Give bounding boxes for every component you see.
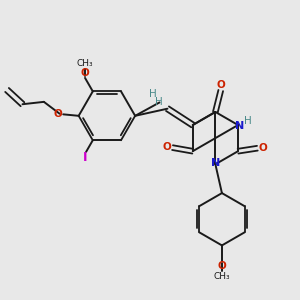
Text: N: N [212,158,220,168]
Text: O: O [53,109,62,119]
Text: N: N [235,121,244,130]
Text: H: H [149,89,157,99]
Text: O: O [81,68,89,78]
Text: H: H [244,116,251,127]
Text: O: O [218,261,226,271]
Text: H: H [155,97,163,107]
Text: CH₃: CH₃ [214,272,230,281]
Text: O: O [217,80,226,90]
Text: O: O [162,142,171,152]
Text: O: O [259,143,268,153]
Text: CH₃: CH₃ [77,59,93,68]
Text: I: I [83,151,88,164]
